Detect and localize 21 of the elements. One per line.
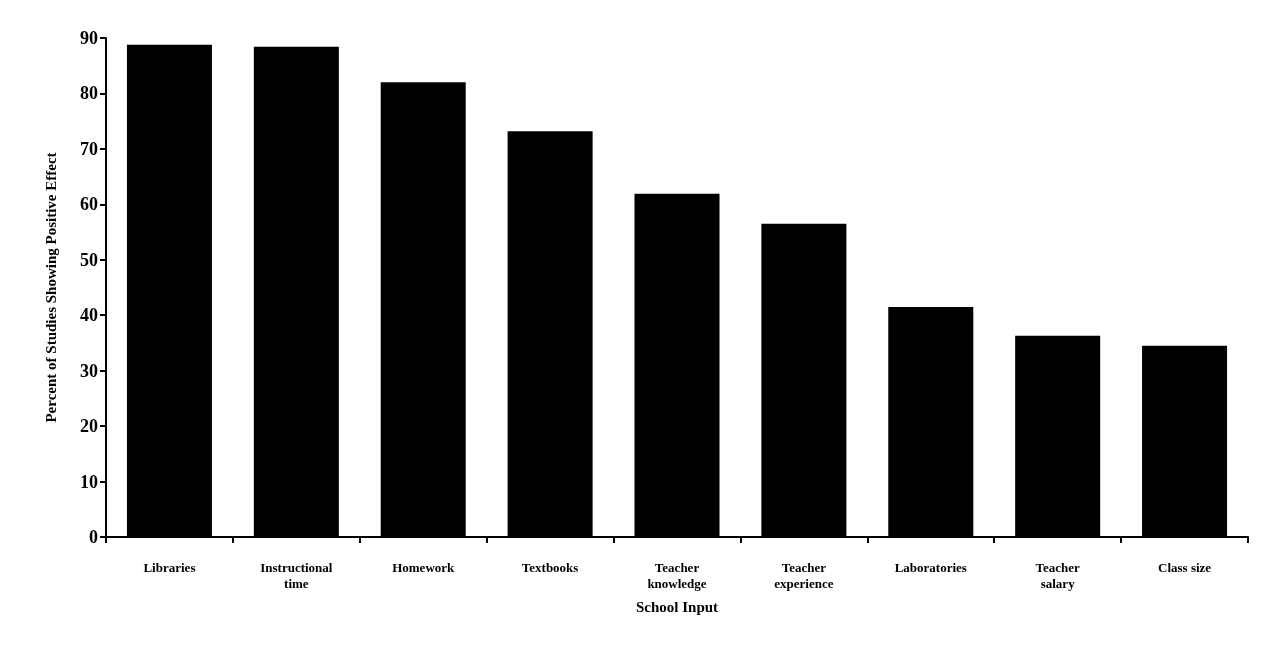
x-tick-label: Teacher experience xyxy=(774,559,834,591)
y-tick-label: 40 xyxy=(80,305,98,326)
y-tick-label: 60 xyxy=(80,194,98,215)
x-tick-label: Teacher salary xyxy=(1035,559,1081,591)
x-tick-label: Homework xyxy=(392,559,456,575)
x-tick-label: Libraries xyxy=(143,559,196,575)
y-tick-label: 20 xyxy=(80,416,98,437)
x-tick-label: Laboratories xyxy=(894,559,967,575)
x-tick-label: Textbooks xyxy=(521,559,579,575)
y-tick-label: 30 xyxy=(80,360,98,381)
y-tick-label: 80 xyxy=(80,83,98,104)
y-tick-label: 0 xyxy=(89,527,98,547)
y-tick-label: 50 xyxy=(80,249,98,270)
y-axis-title: Percent of Studies Showing Positive Effect xyxy=(42,152,59,423)
x-tick-label: Instructional time xyxy=(260,559,333,591)
y-tick-label: 10 xyxy=(80,471,98,492)
y-tick-label: 90 xyxy=(80,28,98,48)
x-tick-label: Class size xyxy=(1158,559,1212,575)
y-tick-label: 70 xyxy=(80,138,98,159)
x-axis-title: School Input xyxy=(635,598,719,615)
x-tick-label: Teacher knowledge xyxy=(647,559,707,591)
